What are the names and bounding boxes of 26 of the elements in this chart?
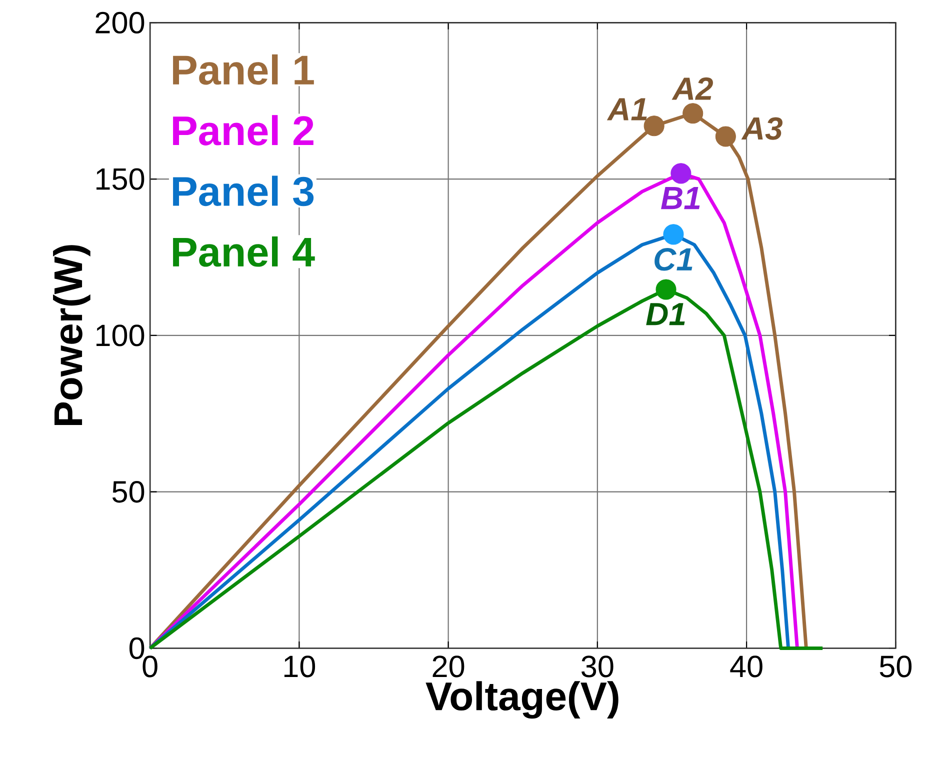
x-tick-label: 10 [284,656,316,678]
text: Panel 2 [173,115,314,146]
text: Panel 3 [173,176,314,206]
y-tick-label: 100 [96,324,144,346]
y-tick-label: 50 [112,481,144,503]
y-tick-label: 150 [96,168,144,190]
annotation: C1 [654,248,692,271]
text: Panel 4 [173,236,315,267]
point [656,279,676,300]
y-tick-label: 200 [96,12,144,34]
point [670,163,692,184]
point [663,224,684,245]
annotation: D1 [646,303,685,326]
y-tick-label: 0 [129,638,144,660]
point [682,103,704,124]
point [715,126,736,147]
annotation: A1 [606,98,647,120]
y-axis-title: Power(W) [53,245,90,426]
x-tick-label: 20 [432,656,464,678]
text: Panel 1 [173,54,314,85]
annotation: A2 [672,78,713,100]
x-tick-label: 30 [582,656,614,678]
x-axis-title: Voltage(V) [426,681,618,719]
x-tick-label: 50 [880,656,912,678]
x-tick-label: 40 [730,656,762,678]
annotation: B1 [661,187,700,210]
